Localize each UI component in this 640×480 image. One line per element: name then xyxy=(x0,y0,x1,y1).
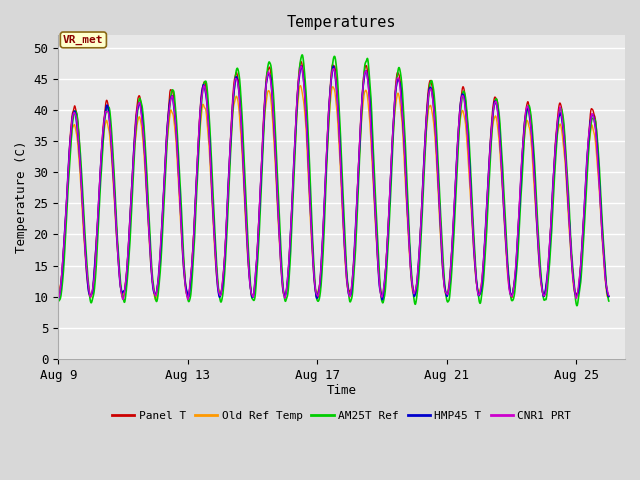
Panel T xyxy=(166,89,173,95)
HMP45 T xyxy=(378,297,386,302)
AM25T Ref xyxy=(173,127,181,133)
Panel T xyxy=(173,137,181,143)
HMP45 T xyxy=(98,149,106,155)
Panel T xyxy=(297,59,305,64)
AM25T Ref xyxy=(98,166,106,172)
CNR1 PRT xyxy=(298,63,305,69)
Old Ref Temp xyxy=(489,125,497,131)
Old Ref Temp xyxy=(605,294,612,300)
CNR1 PRT xyxy=(54,295,62,300)
CNR1 PRT xyxy=(166,100,174,106)
AM25T Ref xyxy=(54,298,62,304)
HMP45 T xyxy=(173,143,181,148)
HMP45 T xyxy=(357,111,365,117)
AM25T Ref xyxy=(357,120,365,125)
Old Ref Temp xyxy=(220,264,228,270)
X-axis label: Time: Time xyxy=(326,384,356,397)
Y-axis label: Temperature (C): Temperature (C) xyxy=(15,141,28,253)
Title: Temperatures: Temperatures xyxy=(287,15,396,30)
Line: CNR1 PRT: CNR1 PRT xyxy=(58,66,609,300)
CNR1 PRT xyxy=(220,265,228,271)
Panel T xyxy=(314,295,321,301)
AM25T Ref xyxy=(298,52,306,58)
CNR1 PRT xyxy=(489,115,497,120)
CNR1 PRT xyxy=(119,297,127,302)
Old Ref Temp xyxy=(98,158,106,164)
Panel T xyxy=(220,270,227,276)
Panel T xyxy=(54,292,62,298)
AM25T Ref xyxy=(220,283,227,289)
HMP45 T xyxy=(166,98,173,104)
Line: Old Ref Temp: Old Ref Temp xyxy=(58,85,609,300)
CNR1 PRT xyxy=(605,292,612,298)
AM25T Ref xyxy=(488,122,496,128)
AM25T Ref xyxy=(605,298,612,304)
Line: AM25T Ref: AM25T Ref xyxy=(58,55,609,306)
CNR1 PRT xyxy=(98,147,106,153)
Text: VR_met: VR_met xyxy=(63,35,104,45)
AM25T Ref xyxy=(166,103,173,109)
Old Ref Temp xyxy=(173,160,181,166)
CNR1 PRT xyxy=(358,107,365,112)
Panel T xyxy=(489,108,497,114)
Panel T xyxy=(605,293,612,299)
Old Ref Temp xyxy=(296,83,304,88)
HMP45 T xyxy=(220,269,227,275)
HMP45 T xyxy=(298,63,305,69)
Panel T xyxy=(98,148,106,154)
HMP45 T xyxy=(489,116,497,121)
Legend: Panel T, Old Ref Temp, AM25T Ref, HMP45 T, CNR1 PRT: Panel T, Old Ref Temp, AM25T Ref, HMP45 … xyxy=(108,407,575,425)
CNR1 PRT xyxy=(173,150,181,156)
AM25T Ref xyxy=(573,303,580,309)
HMP45 T xyxy=(605,294,612,300)
Old Ref Temp xyxy=(152,297,159,303)
Old Ref Temp xyxy=(358,121,365,127)
Panel T xyxy=(358,105,365,111)
HMP45 T xyxy=(54,296,62,302)
Old Ref Temp xyxy=(54,294,62,300)
Line: Panel T: Panel T xyxy=(58,61,609,298)
Old Ref Temp xyxy=(166,110,174,116)
Line: HMP45 T: HMP45 T xyxy=(58,66,609,300)
